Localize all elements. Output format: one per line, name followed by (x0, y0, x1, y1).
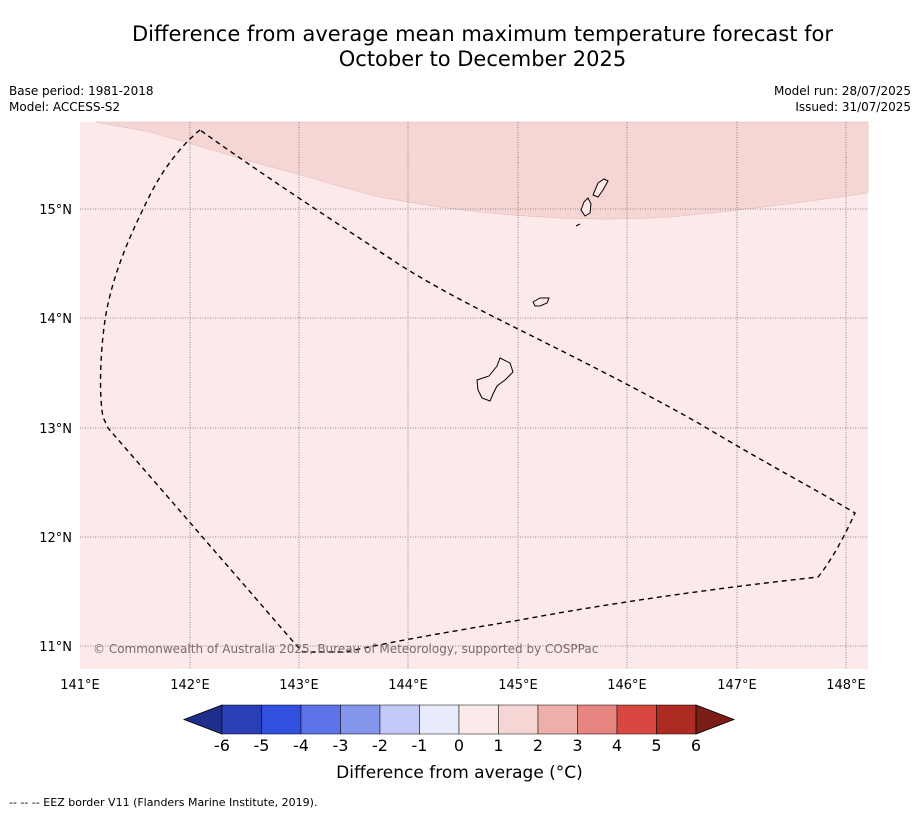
chart-title: Difference from average mean maximum tem… (60, 22, 905, 72)
eez-legend-footnote: -- -- -- EEZ border V11 (Flanders Marine… (9, 796, 318, 809)
colorbar (182, 704, 736, 735)
colorbar-tick: -5 (254, 736, 270, 755)
colorbar-tick: -6 (214, 736, 230, 755)
colorbar-swatch (340, 704, 381, 735)
lon-tick: 142°E (170, 678, 210, 693)
base-period: Base period: 1981-2018 (9, 84, 154, 98)
colorbar-swatch (261, 704, 302, 735)
lat-tick: 14°N (39, 312, 72, 327)
copyright-text: © Commonwealth of Australia 2025, Bureau… (93, 642, 598, 656)
lon-tick-labels: 141°E 142°E 143°E 144°E 145°E 146°E 147°… (60, 678, 866, 693)
meta-right: Model run: 28/07/2025 Issued: 31/07/2025 (774, 83, 911, 115)
title-line-1: Difference from average mean maximum tem… (132, 22, 833, 46)
colorbar-label: Difference from average (°C) (336, 763, 583, 783)
island-rota (532, 297, 550, 307)
island-tinian (580, 197, 592, 217)
lat-tick: 13°N (39, 422, 72, 437)
lon-tick: 148°E (826, 678, 866, 693)
lat-tick: 15°N (39, 203, 72, 218)
colorbar-swatch (537, 704, 578, 735)
gridlines (80, 122, 868, 669)
colorbar-swatch (300, 704, 341, 735)
colorbar-tick: -1 (412, 736, 428, 755)
model-run: Model run: 28/07/2025 (773, 84, 911, 98)
island-aguijan (575, 223, 581, 227)
colorbar-tick: -3 (333, 736, 349, 755)
colorbar-tick: 2 (533, 736, 543, 755)
lon-tick: 145°E (498, 678, 538, 693)
lon-tick: 141°E (60, 678, 100, 693)
colorbar-tick: -4 (293, 736, 309, 755)
colorbar-swatch (616, 704, 657, 735)
lon-tick: 147°E (717, 678, 757, 693)
colorbar-swatch (221, 704, 262, 735)
colorbar-tick: -2 (372, 736, 388, 755)
colorbar-tick: 6 (691, 736, 701, 755)
colorbar-tick-labels: -6 -5 -4 -3 -2 -1 0 1 2 3 4 5 6 (214, 736, 701, 755)
island-guam (476, 357, 514, 402)
colorbar-swatch (577, 704, 618, 735)
colorbar-swatch (498, 704, 539, 735)
map-panel: © Commonwealth of Australia 2025, Bureau… (80, 121, 869, 669)
lat-tick: 12°N (39, 531, 72, 546)
eez-border (99, 129, 856, 653)
colorbar-tick: 5 (651, 736, 661, 755)
issued-date: Issued: 31/07/2025 (795, 100, 911, 114)
colorbar-extend-high (695, 704, 736, 735)
colorbar-swatch (656, 704, 697, 735)
meta-left: Base period: 1981-2018 Model: ACCESS-S2 (9, 83, 154, 115)
lat-tick-labels: 15°N 14°N 13°N 12°N 11°N (39, 203, 72, 655)
lon-tick: 144°E (388, 678, 428, 693)
lon-tick: 146°E (607, 678, 647, 693)
colorbar-tick: 0 (454, 736, 464, 755)
colorbar-tick: 3 (572, 736, 582, 755)
colorbar-swatch (419, 704, 460, 735)
lat-tick: 11°N (39, 640, 72, 655)
colorbar-swatch (458, 704, 499, 735)
island-saipan (592, 178, 609, 198)
colorbar-tick: 4 (612, 736, 622, 755)
title-line-2: October to December 2025 (338, 47, 627, 71)
model-name: Model: ACCESS-S2 (9, 100, 121, 114)
lon-tick: 143°E (279, 678, 319, 693)
colorbar-extend-low (182, 704, 223, 735)
colorbar-tick: 1 (493, 736, 503, 755)
colorbar-swatch (379, 704, 420, 735)
